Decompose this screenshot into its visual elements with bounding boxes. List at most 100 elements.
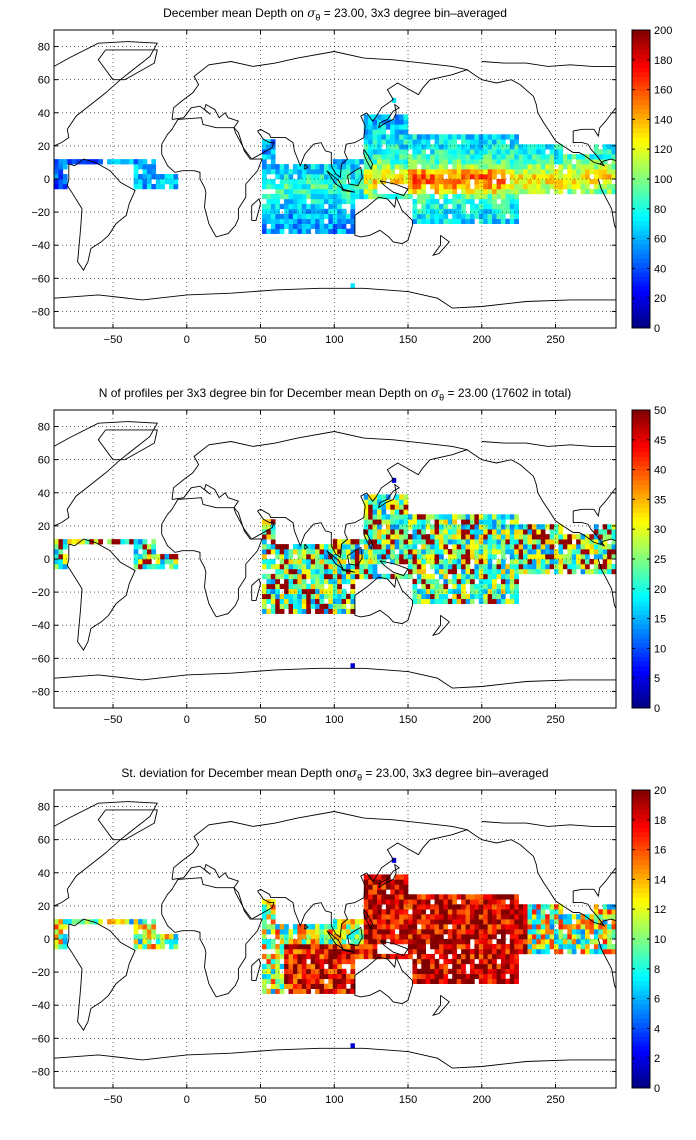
data-cell xyxy=(323,544,329,550)
data-cell xyxy=(425,953,431,960)
data-cell xyxy=(275,203,280,210)
colorbar-tick-label: 25 xyxy=(654,554,666,566)
data-cell xyxy=(443,968,449,975)
data-cell xyxy=(443,973,449,980)
data-cell xyxy=(461,578,466,585)
data-cell xyxy=(337,958,342,965)
colorbar-segment xyxy=(632,479,650,485)
data-cell xyxy=(554,534,559,540)
colorbar-segment xyxy=(632,295,650,301)
data-cell xyxy=(416,134,422,140)
data-cell xyxy=(452,139,457,145)
data-cell xyxy=(385,164,391,170)
data-cell xyxy=(593,179,599,185)
data-cell xyxy=(421,973,427,980)
data-cell xyxy=(341,179,347,185)
data-cell xyxy=(390,934,396,940)
data-cell xyxy=(385,894,391,900)
data-cell xyxy=(332,608,338,614)
data-cell xyxy=(469,899,475,905)
data-cell xyxy=(545,914,550,920)
data-cell xyxy=(319,578,325,585)
data-cell xyxy=(483,973,488,980)
data-cell xyxy=(368,154,373,160)
data-cell xyxy=(589,948,595,955)
x-tick-label: −50 xyxy=(104,334,123,346)
data-cell xyxy=(487,568,493,575)
data-cell xyxy=(461,914,466,920)
data-cell xyxy=(332,213,338,220)
data-cell xyxy=(523,904,528,910)
data-cell xyxy=(399,124,404,130)
data-cell xyxy=(465,534,471,540)
data-cell xyxy=(443,948,449,955)
coastline xyxy=(354,195,413,245)
data-cell xyxy=(377,114,382,120)
data-cell xyxy=(377,129,382,135)
data-cell xyxy=(408,934,413,940)
data-cell xyxy=(496,593,502,600)
data-cell xyxy=(399,159,404,165)
data-cell xyxy=(536,929,542,935)
data-cell xyxy=(593,174,599,180)
data-cell xyxy=(310,573,316,580)
data-cell xyxy=(438,968,444,975)
data-cell xyxy=(301,939,307,945)
data-cell xyxy=(421,978,427,984)
data-cell xyxy=(430,549,435,555)
colorbar-tick-label: 20 xyxy=(654,584,666,596)
data-cell xyxy=(284,953,289,960)
data-cell xyxy=(483,583,488,590)
data-cell xyxy=(438,169,444,175)
data-cell xyxy=(447,524,453,530)
data-cell xyxy=(611,909,616,915)
data-cell xyxy=(465,149,471,155)
data-cell xyxy=(363,119,369,125)
data-cell xyxy=(270,973,276,980)
data-cell xyxy=(447,519,453,525)
data-cell xyxy=(518,144,524,150)
data-cell xyxy=(602,939,608,945)
data-cell xyxy=(421,924,427,930)
data-cell xyxy=(284,978,289,984)
data-cell xyxy=(310,179,316,185)
data-cell xyxy=(474,179,480,185)
data-cell xyxy=(593,549,599,555)
data-cell xyxy=(297,924,303,930)
data-cell xyxy=(266,958,272,965)
data-cell xyxy=(465,144,471,150)
data-cell xyxy=(443,593,449,600)
data-cell xyxy=(399,879,404,885)
data-cell xyxy=(478,899,484,905)
data-cell xyxy=(390,953,396,960)
data-cell xyxy=(341,973,347,980)
data-cell xyxy=(421,208,427,215)
data-cell xyxy=(261,914,267,920)
data-cell xyxy=(443,198,449,205)
colorbar-segment xyxy=(632,799,650,805)
data-cell xyxy=(483,568,488,575)
data-cell xyxy=(549,939,555,945)
data-cell xyxy=(270,603,276,609)
data-cell xyxy=(461,963,466,970)
data-cell xyxy=(328,559,334,565)
data-cell xyxy=(310,924,316,930)
data-cell xyxy=(133,943,139,950)
data-cell xyxy=(266,183,272,190)
colorbar-segment xyxy=(632,1046,650,1052)
data-cell xyxy=(323,948,329,955)
data-cell xyxy=(567,549,573,555)
data-cell xyxy=(438,193,444,200)
data-cell xyxy=(514,144,519,150)
colorbar-segment xyxy=(632,1060,650,1066)
data-cell xyxy=(399,904,404,910)
data-cell xyxy=(297,603,303,609)
data-cell xyxy=(474,549,480,555)
data-cell xyxy=(549,554,555,560)
data-cell xyxy=(474,139,480,145)
data-cell xyxy=(403,559,409,565)
data-cell xyxy=(474,573,480,580)
data-cell xyxy=(452,948,457,955)
coastline xyxy=(304,923,309,930)
data-cell xyxy=(76,919,81,925)
